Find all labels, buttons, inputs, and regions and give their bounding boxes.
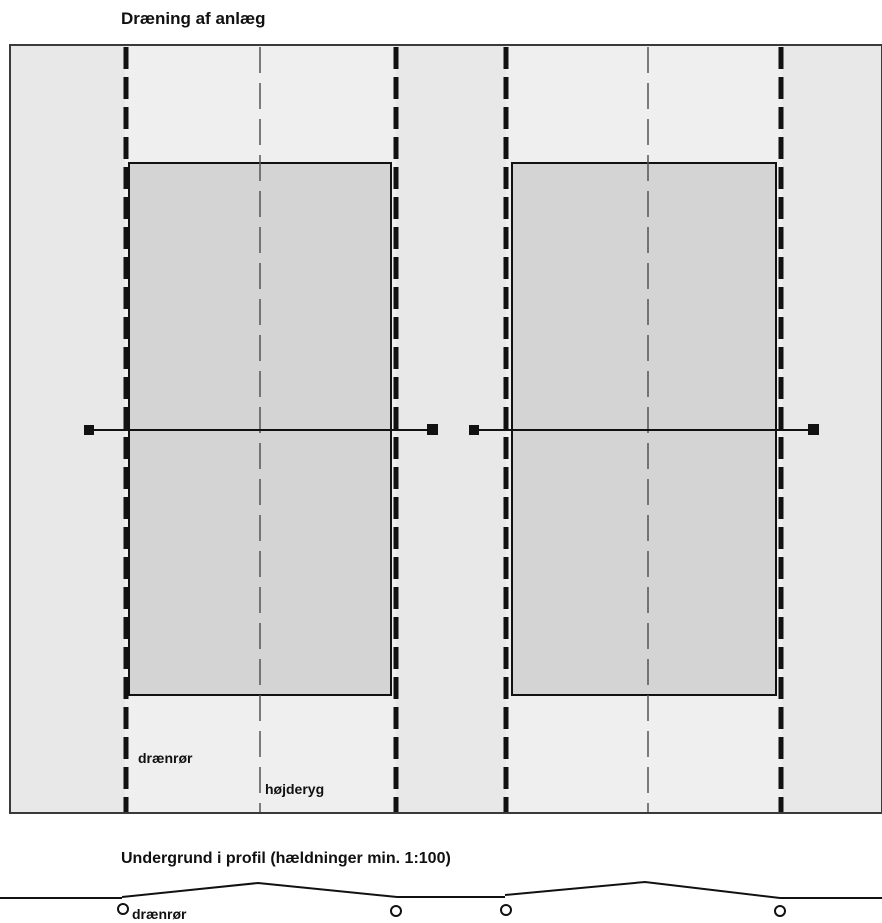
profile-left-segment bbox=[121, 881, 398, 898]
profile-label-drain-pipe: drænrør bbox=[132, 906, 187, 922]
profile-title: Undergrund i profil (hældninger min. 1:1… bbox=[121, 850, 451, 867]
profile-drain-pipe-icon-2 bbox=[390, 905, 402, 917]
profile-right-segment bbox=[504, 880, 781, 899]
profile-drain-pipe-icon-1 bbox=[117, 903, 129, 915]
section-marker-right-start bbox=[469, 425, 479, 435]
diagram-title: Dræning af anlæg bbox=[121, 9, 266, 28]
section-marker-right-end bbox=[808, 424, 819, 435]
plan-label-ridge: højderyg bbox=[265, 781, 324, 797]
profile-drain-pipe-icon-4 bbox=[774, 905, 786, 917]
section-marker-left-start bbox=[84, 425, 94, 435]
section-marker-left-end bbox=[427, 424, 438, 435]
profile-drain-pipe-icon-3 bbox=[500, 904, 512, 916]
plan-label-drain-pipe: drænrør bbox=[138, 750, 193, 766]
